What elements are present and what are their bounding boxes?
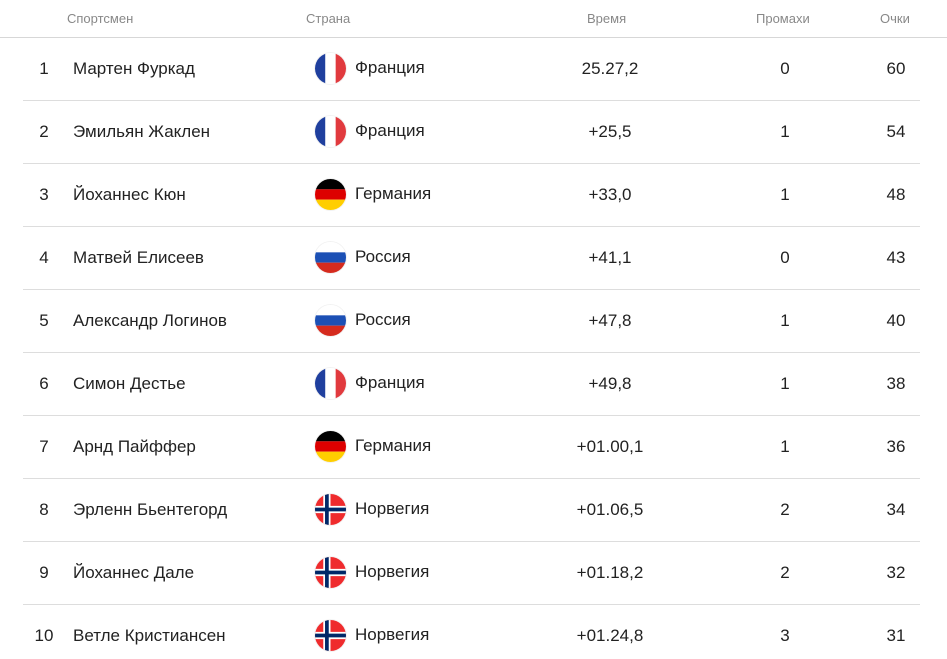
points-cell: 31 [886,626,906,645]
misses-cell: 2 [780,500,790,519]
misses-cell: 0 [780,248,790,267]
athlete-name[interactable]: Йоханнес Кюн [73,185,186,204]
points-cell: 54 [886,122,906,141]
misses-cell: 1 [780,311,790,330]
table-header: Спортсмен Страна Время Промахи Очки [0,0,947,38]
time-cell: +33,0 [588,185,632,204]
athlete-name[interactable]: Мартен Фуркад [73,59,195,78]
misses-cell: 2 [780,563,790,582]
athlete-name[interactable]: Эрленн Бьентегорд [73,500,228,519]
country-name: Франция [355,58,425,77]
misses-cell: 3 [780,626,790,645]
table-row-10[interactable]: 10 Ветле Кристиансен Норвегия +01.24,8 3… [0,605,947,659]
table-row-7[interactable]: 7 Арнд Пайффер Германия +01.00,1 1 36 [0,416,947,479]
table-row-2[interactable]: 2 Эмильян Жаклен Франция +25,5 1 54 [0,101,947,164]
rank-cell: 2 [39,122,49,141]
rank-cell: 10 [34,626,54,645]
france-flag-icon [315,116,346,147]
table-row-5[interactable]: 5 Александр Логинов Россия +47,8 1 40 [0,290,947,353]
header-misses[interactable]: Промахи [756,11,810,26]
norway-flag-icon [315,620,346,651]
rank-cell: 1 [39,59,49,78]
germany-flag-icon [315,431,346,462]
country-name: Франция [355,373,425,392]
rank-cell: 4 [39,248,49,267]
athlete-name[interactable]: Эмильян Жаклен [73,122,211,141]
country-name: Россия [355,247,411,266]
table-row-3[interactable]: 3 Йоханнес Кюн Германия +33,0 1 48 [0,164,947,227]
country-name: Германия [355,436,432,455]
misses-cell: 1 [780,374,790,393]
misses-cell: 1 [780,437,790,456]
rank-cell: 9 [39,563,49,582]
table-body: 1 Мартен Фуркад Франция 25.27,2 0 60 2 Э… [0,38,947,659]
athlete-name[interactable]: Йоханнес Дале [73,563,195,582]
country-name: Россия [355,310,411,329]
rank-cell: 5 [39,311,49,330]
rank-cell: 6 [39,374,49,393]
points-cell: 60 [886,59,906,78]
points-cell: 48 [886,185,906,204]
time-cell: +49,8 [588,374,632,393]
time-cell: +01.00,1 [576,437,644,456]
country-name: Норвегия [355,499,430,518]
rank-cell: 7 [39,437,49,456]
time-cell: +47,8 [588,311,632,330]
russia-flag-icon [315,242,346,273]
points-cell: 32 [886,563,906,582]
table-row-4[interactable]: 4 Матвей Елисеев Россия +41,1 0 43 [0,227,947,290]
france-flag-icon [315,53,346,84]
russia-flag-icon [315,305,346,336]
country-name: Норвегия [355,625,430,644]
time-cell: +01.18,2 [576,563,644,582]
points-cell: 43 [886,248,906,267]
time-cell: +01.24,8 [576,626,644,645]
points-cell: 36 [886,437,906,456]
country-name: Франция [355,121,425,140]
time-cell: +25,5 [588,122,632,141]
norway-flag-icon [315,557,346,588]
header-time[interactable]: Время [587,11,627,26]
athlete-name[interactable]: Матвей Елисеев [73,248,204,267]
misses-cell: 1 [780,122,790,141]
norway-flag-icon [315,494,346,525]
country-name: Германия [355,184,432,203]
athlete-name[interactable]: Ветле Кристиансен [73,626,226,645]
header-divider [0,37,947,38]
france-flag-icon [315,368,346,399]
points-cell: 34 [886,500,906,519]
athlete-name[interactable]: Симон Дестье [73,374,186,393]
time-cell: 25.27,2 [581,59,639,78]
points-cell: 40 [886,311,906,330]
rank-cell: 3 [39,185,49,204]
rank-cell: 8 [39,500,49,519]
country-name: Норвегия [355,562,430,581]
time-cell: +01.06,5 [576,500,644,519]
misses-cell: 1 [780,185,790,204]
table-row-1[interactable]: 1 Мартен Фуркад Франция 25.27,2 0 60 [0,38,947,101]
table-row-6[interactable]: 6 Симон Дестье Франция +49,8 1 38 [0,353,947,416]
athlete-name[interactable]: Арнд Пайффер [73,437,196,456]
table-row-8[interactable]: 8 Эрленн Бьентегорд Норвегия +01.06,5 2 … [0,479,947,542]
header-points[interactable]: Очки [880,11,910,26]
header-athlete[interactable]: Спортсмен [67,11,134,26]
table-row-9[interactable]: 9 Йоханнес Дале Норвегия +01.18,2 2 32 [0,542,947,605]
time-cell: +41,1 [588,248,632,267]
misses-cell: 0 [780,59,790,78]
germany-flag-icon [315,179,346,210]
athlete-name[interactable]: Александр Логинов [73,311,227,330]
points-cell: 38 [886,374,906,393]
header-country[interactable]: Страна [306,11,351,26]
